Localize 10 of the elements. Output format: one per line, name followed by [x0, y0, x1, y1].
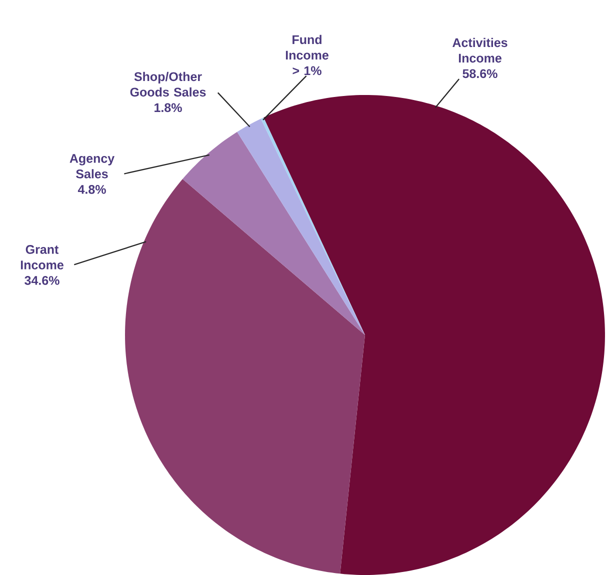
data-label: 1.8%: [154, 103, 182, 112]
data-label: 34.6%: [24, 276, 60, 285]
slice-label: Shop/Other Goods Sales: [130, 72, 206, 97]
data-label: 58.6%: [462, 69, 498, 78]
slice-label: Activities Income: [452, 38, 508, 63]
slice-label: Grant Income: [20, 245, 64, 270]
slice-label: Agency Sales: [70, 154, 115, 178]
slice-label: Fund Income: [286, 34, 328, 60]
data-label: 4.8%: [78, 185, 106, 194]
data-label: > 1%: [292, 66, 322, 76]
